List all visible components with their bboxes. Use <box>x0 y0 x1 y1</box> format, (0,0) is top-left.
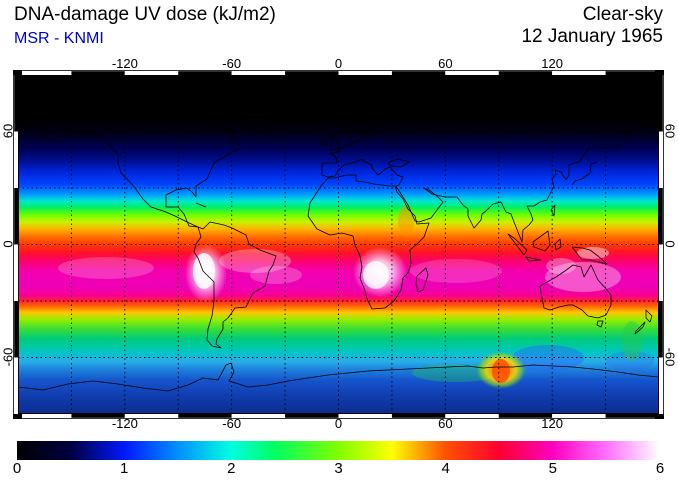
colorbar-tick-label: 3 <box>334 460 343 477</box>
lon-tick-label-bottom: -60 <box>222 416 242 431</box>
lon-tick-label-top: 60 <box>438 56 453 71</box>
coast-black-sea <box>387 158 410 168</box>
coast-south-america <box>193 221 277 349</box>
lon-tick-label-bottom: 0 <box>334 416 343 431</box>
uv-world-map <box>13 70 664 419</box>
coast-new-zealand-south <box>634 321 646 335</box>
lat-tick-label-left: 60 <box>0 124 16 139</box>
coast-north-america <box>38 106 242 228</box>
map-color-field <box>18 75 659 414</box>
coast-ireland <box>320 140 328 146</box>
lon-tick-label-bottom: -120 <box>111 416 138 431</box>
lat-tick-label-right: -60 <box>662 348 678 367</box>
coast-philippines <box>550 204 556 217</box>
condition-label: Clear-sky <box>582 4 663 25</box>
coast-new-zealand-north <box>645 309 653 323</box>
colorbar-tick-label: 2 <box>227 460 236 477</box>
source-label: MSR - KNMI <box>14 30 104 47</box>
colorbar-tick-label: 0 <box>12 460 22 477</box>
coast-madagascar <box>415 267 429 293</box>
lon-tick-label-top: 120 <box>541 56 564 71</box>
lat-tick-label-right: 0 <box>662 240 678 249</box>
lon-tick-label-top: -60 <box>222 56 242 71</box>
coast-australia <box>539 264 612 319</box>
map-inner-frame <box>18 75 659 414</box>
lon-tick-label-top: -120 <box>111 56 138 71</box>
lon-tick-label-bottom: 120 <box>541 416 564 431</box>
coast-sumatra <box>507 233 528 256</box>
lon-tick-label-bottom: 60 <box>438 416 453 431</box>
coast-britain <box>329 133 342 151</box>
coast-greenland <box>229 87 302 132</box>
colorbar-gradient <box>17 441 660 460</box>
lon-tick-label-top: 0 <box>334 56 343 71</box>
date-label: 12 January 1965 <box>521 26 663 47</box>
coast-cuba <box>195 202 207 208</box>
coast-eurasia <box>321 97 659 243</box>
lat-tick-label-left: 0 <box>0 240 16 249</box>
coast-java <box>525 256 542 262</box>
colorbar-tick-label: 6 <box>655 460 665 477</box>
coast-japan <box>571 161 598 186</box>
zebra-frame <box>13 70 664 419</box>
coast-borneo <box>532 230 551 252</box>
coast-africa <box>307 174 430 310</box>
page-title: DNA-damage UV dose (kJ/m2) <box>14 4 276 25</box>
lat-tick-label-left: -60 <box>0 348 16 367</box>
colorbar-tick-label: 4 <box>441 460 450 477</box>
coast-tasmania <box>596 320 604 328</box>
coast-iceland <box>299 119 310 125</box>
lat-tick-label-right: 60 <box>662 124 678 139</box>
coast-antarctica <box>18 362 659 392</box>
colorbar-tick-label: 1 <box>119 460 129 477</box>
graticule-grid <box>18 75 659 414</box>
coast-sulawesi <box>554 238 562 251</box>
uv-hotspot-blobs <box>58 206 654 389</box>
coast-new-guinea <box>571 246 608 265</box>
map-outer-frame <box>13 70 664 419</box>
colorbar-tick-label: 5 <box>548 460 557 477</box>
coastlines <box>18 87 659 392</box>
